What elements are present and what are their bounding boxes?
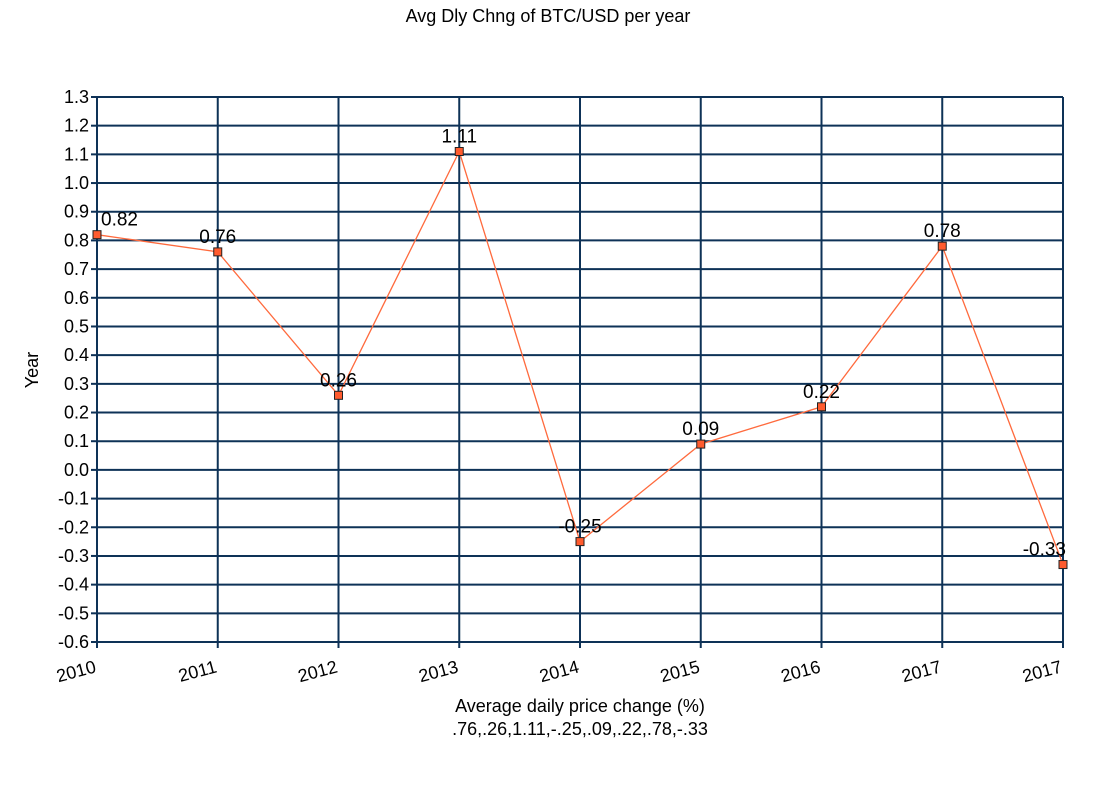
- y-tick-label: 1.0: [64, 173, 89, 193]
- x-axis-ticks: 2010 2011 2012 2013 2014 2015 2016 2017 2017: [54, 657, 1064, 687]
- data-point: [213, 247, 223, 257]
- data-label: 0.82: [101, 210, 138, 231]
- x-tick-label: 2012: [296, 657, 340, 687]
- data-label: -0.33: [1023, 540, 1066, 561]
- y-tick-label: 0.4: [64, 345, 89, 365]
- series-markers: [92, 147, 1068, 570]
- data-point: [92, 230, 102, 240]
- x-tick-label: 2016: [779, 657, 823, 687]
- data-label: 0.76: [199, 227, 236, 248]
- y-tick-label: 0.0: [64, 460, 89, 480]
- y-axis-ticks: -0.6 -0.5 -0.4 -0.3 -0.2 -0.1 0.0 0.1 0.2 0.3 0.4 0…: [58, 87, 89, 652]
- y-tick-label: 1.2: [64, 116, 89, 136]
- data-point: [334, 390, 343, 400]
- x-axis-subtitle: .76,.26,1.11,-.25,.09,.22,.78,-.33: [452, 719, 708, 739]
- y-tick-label: 0.8: [64, 230, 89, 250]
- x-tick-label: 2011: [176, 657, 219, 686]
- chart-title: Avg Dly Chng of BTC/USD per year: [406, 6, 691, 26]
- y-tick-label: 0.7: [64, 259, 89, 279]
- data-label: 1.11: [441, 127, 477, 148]
- data-label: 0.09: [682, 419, 719, 440]
- data-point: [575, 537, 585, 547]
- y-tick-label: 0.2: [64, 403, 89, 423]
- x-tick-label: 2017: [1020, 657, 1064, 687]
- data-point: [937, 241, 947, 251]
- y-tick-label: -0.2: [58, 517, 89, 537]
- data-label: 0.78: [924, 221, 961, 242]
- data-point: [696, 439, 706, 449]
- y-tick-label: 0.1: [64, 431, 89, 451]
- y-tick-label: 0.5: [64, 316, 89, 336]
- data-label: 0.22: [803, 382, 840, 403]
- y-tick-label: -0.1: [58, 489, 89, 509]
- x-tick-label: 2010: [54, 657, 98, 687]
- y-tick-label: -0.5: [58, 603, 89, 623]
- y-tick-label: 0.6: [64, 288, 89, 308]
- x-axis-label: Average daily price change (%): [455, 696, 705, 716]
- y-tick-label: 1.1: [64, 144, 89, 164]
- x-tick-label: 2013: [416, 657, 460, 687]
- data-point: [454, 147, 464, 156]
- x-tick-label: 2017: [899, 657, 943, 687]
- y-axis-label: Year: [22, 352, 42, 388]
- data-label: -0.25: [558, 517, 601, 538]
- y-tick-label: -0.4: [58, 575, 89, 595]
- y-tick-label: 0.3: [64, 374, 89, 394]
- data-label: 0.26: [320, 370, 357, 391]
- data-point: [817, 402, 826, 412]
- data-point: [1058, 560, 1068, 570]
- data-labels: 0.82 0.76 0.26 1.11 -0.25 0.09 0.22 0.78 -0.33: [101, 127, 1066, 561]
- x-tick-label: 2015: [658, 657, 702, 687]
- x-tick-label: 2014: [537, 657, 581, 687]
- y-tick-label: 0.9: [64, 202, 89, 222]
- y-tick-label: -0.3: [58, 546, 89, 566]
- grid: [91, 96, 1064, 648]
- y-tick-label: 1.3: [64, 87, 89, 107]
- y-tick-label: -0.6: [58, 632, 89, 652]
